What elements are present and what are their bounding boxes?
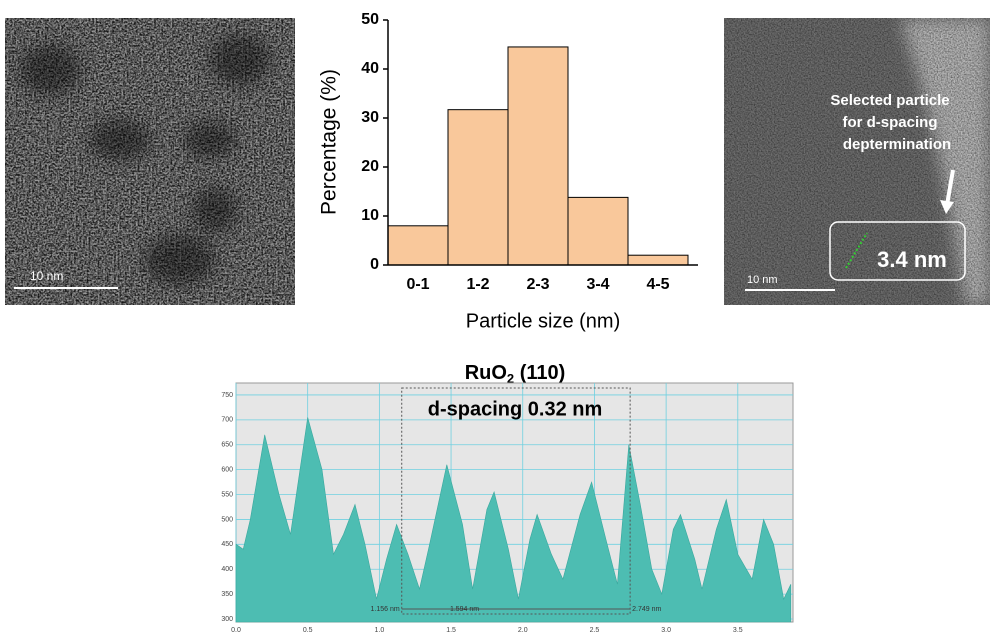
y-tick-label: 20	[361, 158, 379, 175]
annotation: 1.594 nm	[450, 606, 479, 613]
y-tick-label: 650	[221, 442, 233, 449]
scale-bar-label: 10 nm	[747, 274, 778, 286]
annotation: deptermination	[843, 136, 951, 153]
y-tick-label: 550	[221, 491, 233, 498]
bar	[508, 47, 568, 265]
y-tick-label: 700	[221, 417, 233, 424]
scale-bar-label: 10 nm	[30, 269, 63, 283]
x-tick-label: 4-5	[646, 276, 669, 293]
x-tick-label: 0.5	[303, 627, 313, 634]
subtitle: d-spacing 0.32 nm	[428, 398, 603, 420]
annotation: 1.156 nm	[371, 606, 400, 613]
annotation: Selected particle	[830, 92, 949, 109]
x-tick-label: 2.5	[590, 627, 600, 634]
y-tick-label: 10	[361, 207, 379, 224]
x-axis-label: Particle size (nm)	[466, 310, 620, 332]
x-tick-label: 2-3	[526, 276, 549, 293]
y-tick-label: 350	[221, 591, 233, 598]
y-tick-label: 0	[370, 256, 379, 273]
profile-chart: RuO2 (110) 30035040045050055060065070075…	[221, 362, 793, 634]
x-tick-label: 3.5	[733, 627, 743, 634]
histogram: Percentage (%) Particle size (nm) 0 10 20 3…	[318, 11, 698, 332]
y-tick-label: 750	[221, 392, 233, 399]
x-tick-label: 3.0	[661, 627, 671, 634]
x-tick-label: 1-2	[466, 276, 489, 293]
x-tick-label: 3-4	[586, 276, 609, 293]
bar	[388, 226, 448, 265]
figure: 10 nm Selected particle for d-spacing de…	[0, 0, 995, 638]
bar	[448, 110, 508, 265]
y-tick-label: 500	[221, 516, 233, 523]
annotation: for d-spacing	[842, 114, 937, 131]
y-tick-label: 40	[361, 60, 379, 77]
y-tick-label: 600	[221, 466, 233, 473]
y-axis-label: Percentage (%)	[318, 69, 341, 215]
tem-image-left: 10 nm	[5, 18, 295, 305]
x-tick-label: 2.0	[518, 627, 528, 634]
y-tick-label: 30	[361, 109, 379, 126]
x-tick-label: 0-1	[406, 276, 429, 293]
y-tick-label: 400	[221, 566, 233, 573]
x-tick-label: 0.0	[231, 627, 241, 634]
tem-image-right: Selected particle for d-spacing deptermi…	[724, 18, 990, 305]
bar	[568, 197, 628, 265]
bar	[628, 255, 688, 265]
x-tick-label: 1.5	[446, 627, 456, 634]
y-tick-label: 450	[221, 541, 233, 548]
x-tick-label: 1.0	[375, 627, 385, 634]
measurement-label: 3.4 nm	[877, 247, 947, 272]
annotation: 2.749 nm	[632, 606, 661, 613]
y-tick-label: 50	[361, 11, 379, 28]
y-tick-label: 300	[221, 616, 233, 623]
